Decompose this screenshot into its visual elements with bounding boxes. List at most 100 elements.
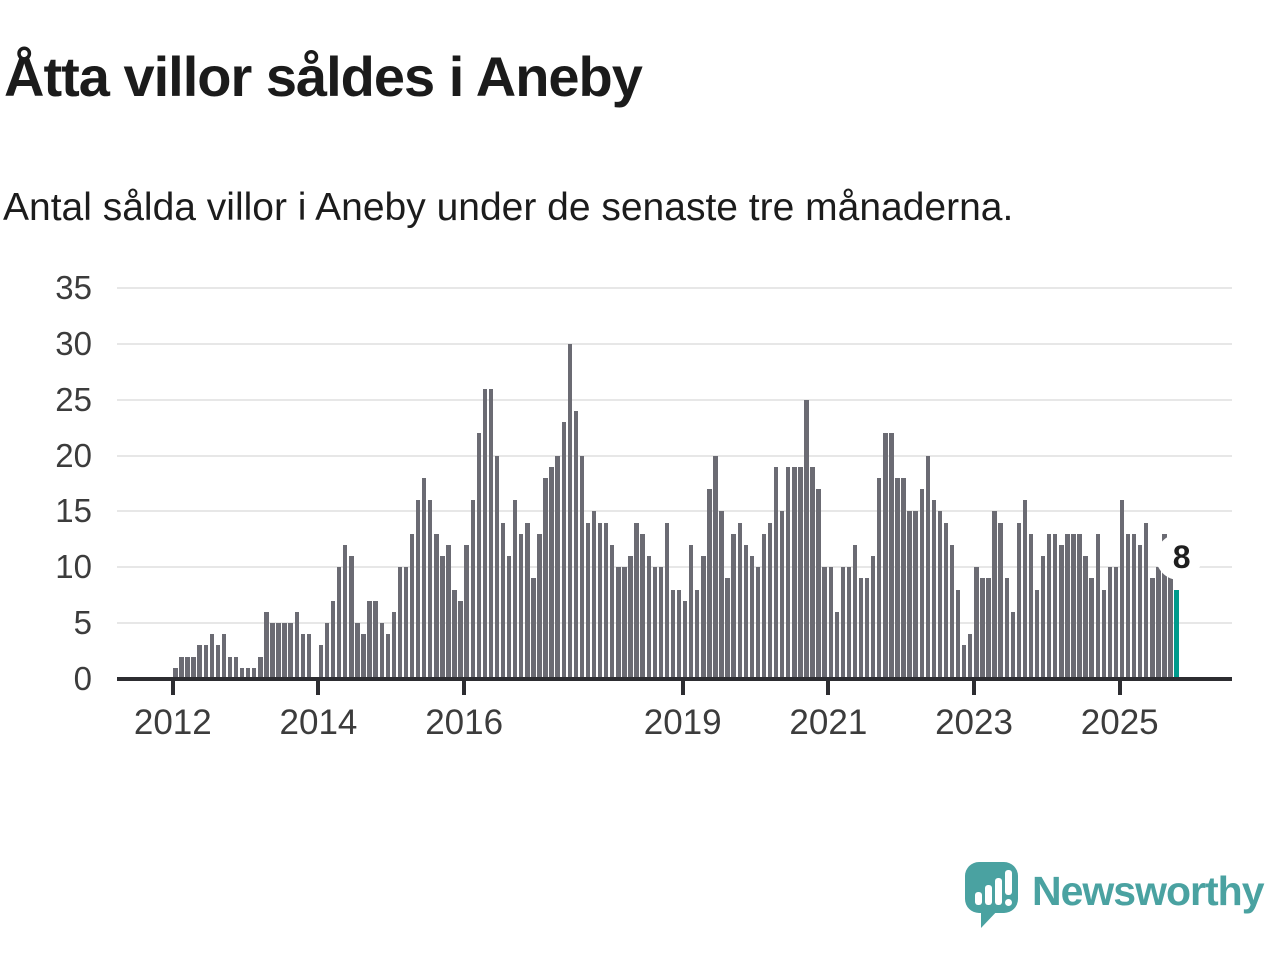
bar — [652, 567, 657, 679]
bar — [1107, 567, 1113, 679]
bar — [288, 623, 293, 679]
bar — [931, 500, 937, 679]
bar — [840, 567, 846, 679]
bar — [525, 522, 530, 679]
bar — [852, 544, 858, 679]
bar — [361, 634, 366, 679]
x-axis-tick-label: 2016 — [425, 703, 504, 742]
x-axis-line — [117, 677, 1232, 681]
bar — [810, 466, 815, 679]
bar — [367, 600, 372, 679]
logo-wordmark: Newsworthy — [1032, 868, 1264, 914]
bar — [701, 556, 706, 679]
bar — [974, 567, 979, 679]
value-callout — [1155, 533, 1202, 580]
bar — [616, 567, 621, 679]
bar — [1144, 522, 1149, 679]
bar — [452, 589, 457, 679]
y-axis-tick-label: 15 — [55, 492, 92, 530]
x-axis-tick-label: 2014 — [279, 703, 358, 742]
bar — [676, 589, 682, 679]
bar — [907, 511, 912, 679]
bar — [725, 578, 730, 679]
bar — [185, 656, 190, 679]
y-axis-tick-label: 10 — [55, 548, 92, 586]
bar — [476, 433, 481, 679]
bar — [1089, 578, 1094, 679]
bar — [664, 522, 670, 679]
bar — [343, 544, 348, 679]
bar — [264, 611, 269, 679]
bar — [179, 656, 184, 679]
bar — [385, 634, 390, 679]
bar — [403, 567, 409, 679]
bar — [337, 567, 342, 679]
bar — [773, 466, 779, 679]
bar — [203, 645, 208, 679]
bar — [1131, 533, 1137, 679]
bar — [682, 600, 688, 679]
bar — [1101, 589, 1106, 679]
bar — [877, 477, 882, 679]
bar — [980, 578, 985, 679]
bar — [670, 589, 676, 679]
bar — [318, 645, 324, 679]
bar — [858, 578, 864, 679]
newsworthy-logo[interactable]: Newsworthy — [963, 858, 1273, 933]
bar — [421, 477, 427, 679]
speech-bubble-tail — [981, 908, 1000, 928]
y-axis-tick-label: 0 — [73, 660, 92, 697]
bar — [634, 522, 639, 679]
bar — [749, 556, 755, 679]
y-axis-tick-label: 25 — [55, 380, 92, 418]
bar — [537, 533, 542, 679]
bar — [300, 634, 306, 679]
bar — [955, 589, 961, 679]
bar — [1162, 533, 1167, 679]
bar — [1138, 544, 1143, 679]
bar — [1040, 556, 1046, 679]
bar — [233, 656, 239, 679]
bar — [622, 567, 627, 679]
bar — [1119, 500, 1125, 679]
bar — [767, 522, 773, 679]
axis-tick — [462, 681, 467, 695]
axis-tick — [826, 681, 831, 695]
bar — [913, 511, 918, 679]
bar — [1034, 589, 1040, 679]
axis-tick — [680, 681, 685, 695]
bar — [1150, 578, 1155, 679]
gridline — [117, 398, 1232, 401]
gridline — [117, 342, 1232, 345]
bar — [597, 522, 603, 679]
bar — [871, 556, 876, 679]
bar — [215, 645, 221, 679]
bar — [604, 522, 609, 679]
y-axis-tick-label: 30 — [55, 324, 92, 362]
bar — [573, 410, 579, 679]
axis-tick — [1117, 681, 1122, 695]
bar — [549, 466, 554, 679]
bar — [737, 522, 742, 679]
bar — [513, 500, 518, 679]
bar — [585, 522, 591, 679]
bar — [1065, 533, 1070, 679]
bar — [239, 667, 245, 679]
page-subtitle: Antal sålda villor i Aneby under de sena… — [3, 186, 1014, 229]
bar — [482, 388, 488, 679]
bar — [567, 343, 572, 679]
bar-chart-icon — [975, 892, 982, 905]
bar — [755, 567, 761, 679]
bar — [591, 511, 597, 679]
bar — [1125, 533, 1131, 679]
bar — [209, 634, 214, 679]
bar — [713, 455, 718, 679]
bar — [804, 399, 809, 679]
bar — [1083, 556, 1088, 679]
bar — [1046, 533, 1052, 679]
bar — [846, 567, 852, 679]
y-axis-tick-label: 20 — [55, 436, 92, 474]
x-axis-tick-label: 2021 — [789, 703, 868, 742]
bar — [494, 455, 500, 679]
x-axis-tick-label: 2025 — [1080, 703, 1159, 742]
